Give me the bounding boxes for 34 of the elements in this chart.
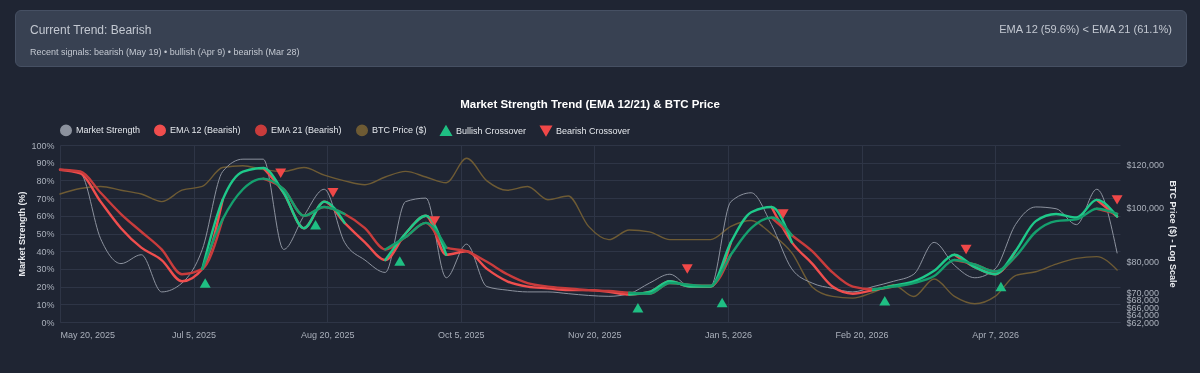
x-tick-label: May 20, 2025: [60, 329, 116, 340]
y-tick-label: 20%: [36, 282, 55, 293]
legend-label: Bearish Crossover: [556, 125, 631, 136]
legend-label: Market Strength: [76, 125, 141, 136]
y-tick-label: 10%: [36, 299, 55, 310]
y-axis-title: Market Strength (%): [17, 191, 28, 277]
legend-label: EMA 12 (Bearish): [170, 125, 241, 136]
y-tick-label: 80%: [36, 175, 55, 186]
x-tick-label: Nov 20, 2025: [568, 329, 622, 340]
y-tick-label: 40%: [36, 246, 55, 257]
y-tick-label: 0%: [41, 317, 55, 328]
y-tick-label: 100%: [31, 140, 55, 151]
y2-tick-label: $80,000: [1126, 256, 1160, 267]
text: Recent signals: bearish (May 19) • bullish (Apr 9) • bearish (Mar 28): [30, 47, 300, 57]
text: Current Trend: Bearish: [30, 23, 152, 37]
x-tick-label: Oct 5, 2025: [438, 329, 485, 340]
legend-label: Bullish Crossover: [456, 125, 527, 136]
y2-tick-label: $100,000: [1126, 203, 1165, 214]
y-tick-label: 30%: [36, 264, 55, 275]
chart-title: Market Strength Trend (EMA 12/21) & BTC Price: [460, 97, 720, 110]
legend-label: EMA 21 (Bearish): [271, 125, 342, 136]
y-tick-label: 90%: [36, 158, 55, 169]
y2-tick-label: $120,000: [1126, 159, 1165, 170]
x-tick-label: Apr 7, 2026: [972, 329, 1019, 340]
y-tick-label: 60%: [36, 211, 55, 222]
y-tick-label: 70%: [36, 193, 55, 204]
x-tick-label: Feb 20, 2026: [835, 329, 889, 340]
text: EMA 12 (59.6%) < EMA 21 (61.1%): [999, 23, 1172, 35]
x-tick-label: Aug 20, 2025: [300, 329, 355, 340]
legend-label: BTC Price ($): [372, 125, 427, 136]
x-tick-label: Jan 5, 2026: [704, 329, 752, 340]
y2-axis-title: BTC Price ($) - Log Scale: [1168, 180, 1179, 288]
y-tick-label: 50%: [36, 229, 55, 239]
x-tick-label: Jul 5, 2025: [172, 329, 217, 340]
